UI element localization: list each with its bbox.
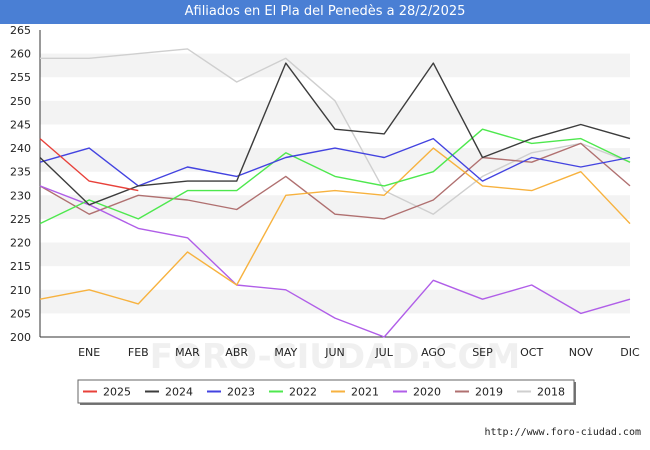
grid-band bbox=[40, 289, 630, 314]
legend-label-2020: 2020 bbox=[413, 386, 441, 399]
y-tick-label: 255 bbox=[10, 71, 31, 84]
x-tick-label: JUL bbox=[374, 346, 393, 359]
legend-label-2023: 2023 bbox=[227, 386, 255, 399]
series-line-2021 bbox=[39, 147, 631, 305]
y-tick-label: 230 bbox=[10, 189, 31, 202]
legend-label-2019: 2019 bbox=[475, 386, 503, 399]
grid-band bbox=[40, 100, 630, 125]
y-tick-label: 245 bbox=[10, 118, 31, 131]
y-tick-label: 235 bbox=[10, 166, 31, 179]
legend-label-2022: 2022 bbox=[289, 386, 317, 399]
series-line-2019 bbox=[39, 142, 631, 220]
grid-band bbox=[40, 195, 630, 219]
grid-band bbox=[40, 148, 630, 172]
chart-title: Afiliados en El Pla del Penedès a 28/2/2… bbox=[0, 0, 650, 24]
watermark-text: FORO-CIUDAD.COM bbox=[150, 337, 521, 377]
series-line-2020 bbox=[39, 185, 631, 338]
y-tick-label: 215 bbox=[10, 260, 31, 273]
y-tick-label: 260 bbox=[10, 48, 31, 61]
x-tick-label: NOV bbox=[569, 346, 594, 359]
x-tick-label: JUN bbox=[324, 346, 345, 359]
series-line-2018 bbox=[40, 48, 631, 215]
watermark: FORO-CIUDAD.COM bbox=[150, 337, 521, 377]
x-tick-label: ABR bbox=[225, 346, 248, 359]
y-tick-label: 225 bbox=[10, 213, 31, 226]
plot-area bbox=[40, 30, 630, 337]
series-line-2025 bbox=[39, 138, 139, 192]
y-tick-label: 200 bbox=[10, 331, 31, 344]
legend-label-2018: 2018 bbox=[537, 386, 565, 399]
x-tick-label: FEB bbox=[128, 346, 149, 359]
y-tick-label: 265 bbox=[10, 24, 31, 37]
grid-bands bbox=[40, 30, 630, 337]
legend: 2025 2024 2023 2022 2021 2020 2019 2018 bbox=[77, 379, 576, 405]
legend-label-2021: 2021 bbox=[351, 386, 379, 399]
x-tick-label: DIC bbox=[620, 346, 640, 359]
source-url[interactable]: http://www.foro-ciudad.com bbox=[484, 427, 641, 438]
x-tick-label: MAY bbox=[274, 346, 297, 359]
series-line-2022 bbox=[39, 128, 631, 225]
x-tick-label: MAR bbox=[175, 346, 200, 359]
axes: 200 205 210 215 220 225 230 235 240 245 250 255 260 2… bbox=[10, 24, 640, 359]
legend-box bbox=[77, 379, 575, 404]
y-tick-label: 210 bbox=[10, 284, 31, 297]
grid-band bbox=[40, 242, 630, 267]
y-tick-label: 240 bbox=[10, 142, 31, 155]
series-lines bbox=[39, 48, 631, 338]
y-tick-label: 205 bbox=[10, 307, 31, 320]
x-tick-label: OCT bbox=[520, 346, 543, 359]
x-tick-label: AGO bbox=[421, 346, 446, 359]
x-tick-label: SEP bbox=[472, 346, 493, 359]
y-tick-label: 250 bbox=[10, 95, 31, 108]
grid-band bbox=[40, 53, 630, 78]
x-tick-label: ENE bbox=[78, 346, 100, 359]
y-tick-label: 220 bbox=[10, 237, 31, 250]
legend-label-2025: 2025 bbox=[103, 386, 131, 399]
series-line-2024 bbox=[39, 62, 631, 206]
legend-label-2024: 2024 bbox=[165, 386, 193, 399]
